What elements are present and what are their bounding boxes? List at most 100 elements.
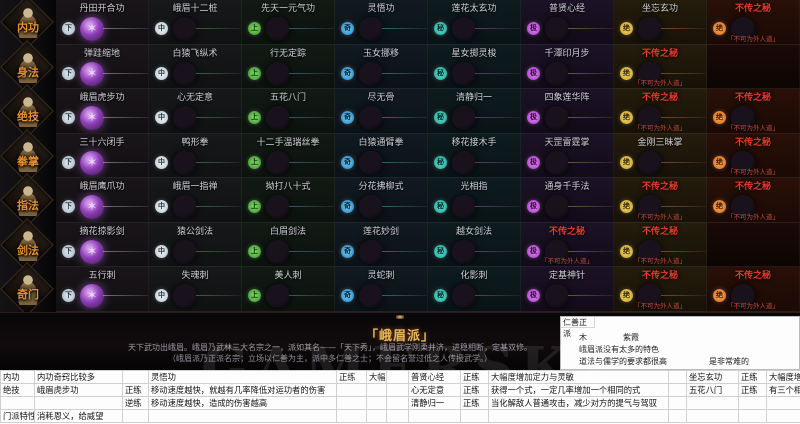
skill-cell[interactable]: 美人刺上 (242, 267, 335, 312)
skill-cell[interactable]: 不传之秘绝「不可为外人道」 (614, 89, 707, 134)
skill-cell[interactable]: 坐忘玄功绝 (614, 0, 707, 45)
skill-orb-icon[interactable] (545, 239, 569, 264)
skill-orb-icon[interactable] (359, 150, 383, 175)
skill-orb-icon[interactable] (266, 61, 290, 86)
skill-orb-icon[interactable] (173, 195, 197, 220)
skill-cell[interactable]: 移花接木手秘 (428, 133, 521, 179)
skill-cell[interactable]: 不传之秘绝「不可为外人道」 (707, 178, 800, 223)
skill-cell[interactable]: 行无定踪上 (242, 44, 335, 90)
skill-cell[interactable]: 峨眉一指禅中 (149, 178, 242, 223)
skill-cell[interactable]: 三十六闭手下 ✶ (56, 133, 149, 179)
skill-orb-icon[interactable] (638, 150, 662, 175)
skill-orb-icon[interactable] (545, 61, 569, 86)
skill-cell[interactable]: 不传之秘绝「不可为外人道」 (707, 133, 800, 179)
skill-orb-icon[interactable] (173, 284, 197, 309)
skill-cell[interactable]: 四象莲华阵极 (521, 89, 614, 134)
skill-orb-icon[interactable] (359, 106, 383, 131)
skill-orb-icon[interactable] (545, 195, 569, 220)
skill-cell[interactable]: 不传之秘绝「不可为外人道」 (707, 0, 800, 45)
skill-cell[interactable]: 不传之秘绝「不可为外人道」 (614, 178, 707, 223)
skill-cell[interactable]: 分花拂柳式奇 (335, 178, 428, 223)
skill-orb-icon[interactable] (173, 17, 197, 41)
skill-orb-icon[interactable] (545, 284, 569, 309)
sidebar-item-绝技[interactable]: 绝技 (0, 84, 56, 138)
skill-cell[interactable]: 不传之秘绝「不可为外人道」 (707, 89, 800, 134)
skill-orb-icon[interactable] (731, 150, 755, 175)
skill-cell[interactable]: 不传之秘绝「不可为外人道」 (614, 267, 707, 312)
skill-cell[interactable]: 拗打八十式上 (242, 178, 335, 223)
skill-orb-icon[interactable] (638, 239, 662, 264)
skill-cell[interactable]: 不传之秘绝「不可为外人道」 (614, 44, 707, 90)
skill-cell[interactable]: 十二手温瑞丝拳上 (242, 133, 335, 179)
skill-cell[interactable]: 星女掷灵梭秘 (428, 44, 521, 90)
skill-cell[interactable]: 不传之秘绝「不可为外人道」 (707, 267, 800, 312)
skill-orb-icon[interactable]: ✶ (80, 239, 104, 264)
skill-orb-icon[interactable] (359, 239, 383, 264)
skill-orb-icon[interactable]: ✶ (80, 106, 104, 131)
skill-orb-icon[interactable]: ✶ (80, 61, 104, 86)
skill-orb-icon[interactable] (638, 17, 662, 41)
skill-orb-icon[interactable] (452, 17, 476, 41)
skill-cell[interactable]: 通身千手法极 (521, 178, 614, 223)
skill-orb-icon[interactable] (452, 284, 476, 309)
skill-cell[interactable]: 弹跬缩地下 ✶ (56, 44, 149, 90)
skill-cell[interactable]: 白猿飞纵术中 (149, 44, 242, 90)
skill-orb-icon[interactable] (638, 195, 662, 220)
sidebar-item-剑法[interactable]: 剑法 (0, 217, 56, 272)
skill-orb-icon[interactable] (359, 195, 383, 220)
skill-cell[interactable]: 失魂刺中 (149, 267, 242, 312)
sidebar-item-奇门[interactable]: 奇门 (0, 262, 56, 312)
skill-orb-icon[interactable]: ✶ (80, 284, 104, 309)
skill-cell[interactable]: 化影刺秘 (428, 267, 521, 312)
skill-orb-icon[interactable] (731, 106, 755, 131)
skill-cell[interactable]: 摘花掠影剑下 ✶ (56, 222, 149, 268)
skill-orb-icon[interactable] (452, 239, 476, 264)
skill-orb-icon[interactable] (173, 150, 197, 175)
skill-orb-icon[interactable] (173, 61, 197, 86)
skill-orb-icon[interactable] (359, 61, 383, 86)
skill-cell[interactable]: 普贤心经极 (521, 0, 614, 45)
skill-cell[interactable]: 白猿通臂拳奇 (335, 133, 428, 179)
skill-cell[interactable]: 尽无骨奇 (335, 89, 428, 134)
skill-cell[interactable]: 灵蛇刺奇 (335, 267, 428, 312)
skill-cell[interactable]: 五行刺下 ✶ (56, 267, 149, 312)
skill-orb-icon[interactable] (173, 239, 197, 264)
skill-cell[interactable]: 猿公剑法中 (149, 222, 242, 268)
skill-orb-icon[interactable] (638, 284, 662, 309)
skill-orb-icon[interactable] (452, 195, 476, 220)
skill-orb-icon[interactable] (452, 106, 476, 131)
skill-orb-icon[interactable] (731, 195, 755, 220)
skill-orb-icon[interactable] (359, 284, 383, 309)
skill-orb-icon[interactable] (731, 284, 755, 309)
sidebar-item-内功[interactable]: 内功 (0, 0, 56, 49)
skill-cell[interactable]: 光相指秘 (428, 178, 521, 223)
skill-cell[interactable]: 五花八门上 (242, 89, 335, 134)
skill-cell[interactable]: 鸭形拳中 (149, 133, 242, 179)
skill-orb-icon[interactable] (545, 17, 569, 41)
skill-orb-icon[interactable] (545, 150, 569, 175)
skill-orb-icon[interactable]: ✶ (80, 17, 104, 41)
sidebar-item-身法[interactable]: 身法 (0, 39, 56, 94)
skill-cell[interactable]: 清静归一秘 (428, 89, 521, 134)
sidebar-item-拳掌[interactable]: 拳掌 (0, 128, 56, 183)
skill-orb-icon[interactable]: ✶ (80, 150, 104, 175)
skill-orb-icon[interactable] (359, 17, 383, 41)
skill-cell[interactable]: 峨眉虎步功下 ✶ (56, 89, 149, 134)
skill-cell[interactable]: 莲花妙剑奇 (335, 222, 428, 268)
skill-orb-icon[interactable] (266, 195, 290, 220)
skill-orb-icon[interactable] (638, 106, 662, 131)
skill-cell[interactable]: 千潭印月步极 (521, 44, 614, 90)
skill-orb-icon[interactable] (266, 106, 290, 131)
skill-orb-icon[interactable] (266, 239, 290, 264)
skill-cell[interactable]: 不传之秘极「不可为外人道」 (521, 222, 614, 268)
skill-orb-icon[interactable]: ✶ (80, 195, 104, 220)
skill-cell[interactable]: 峨眉十二桩中 (149, 0, 242, 45)
skill-cell[interactable]: 天罡雷霆掌极 (521, 133, 614, 179)
skill-cell[interactable]: 先天一元气功上 (242, 0, 335, 45)
skill-cell[interactable]: 不传之秘绝「不可为外人道」 (614, 222, 707, 268)
skill-cell[interactable]: 金刚三昧掌绝 (614, 133, 707, 179)
skill-cell[interactable]: 峨眉鹰爪功下 ✶ (56, 178, 149, 223)
skill-orb-icon[interactable] (452, 61, 476, 86)
skill-orb-icon[interactable] (266, 150, 290, 175)
skill-cell[interactable]: 白眉剑法上 (242, 222, 335, 268)
